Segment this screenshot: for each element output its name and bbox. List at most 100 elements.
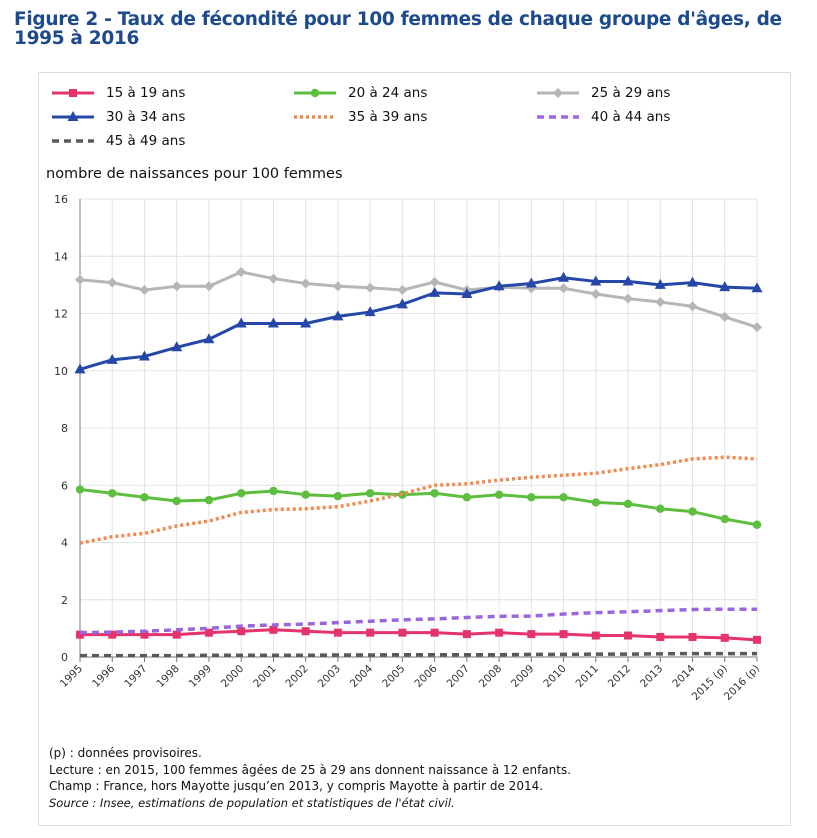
data-point: [172, 496, 181, 506]
note-scope: Champ : France, hors Mayotte jusqu’en 20…: [49, 779, 544, 793]
data-point: [429, 286, 441, 297]
data-point: [140, 493, 149, 502]
legend-item: 35 à 39 ans: [292, 108, 522, 126]
y-axis-label: nombre de naissances pour 100 femmes: [46, 166, 343, 182]
series-30-a-34-ans: [74, 271, 763, 374]
legend-swatch: [294, 88, 336, 98]
x-tick-label: 2011: [574, 663, 601, 690]
data-point: [590, 275, 602, 286]
data-point: [74, 363, 86, 374]
series-40-a-44-ans: [79, 607, 757, 635]
grid: [79, 198, 758, 658]
legend-label: 45 à 49 ans: [106, 133, 186, 149]
data-point: [527, 493, 536, 502]
legend-item: 20 à 24 ans: [292, 84, 522, 102]
x-tick-label: 2006: [412, 662, 440, 690]
data-point: [461, 288, 473, 299]
data-point: [397, 285, 408, 296]
y-tick-label: 4: [61, 537, 68, 550]
series-45-a-49-ans: [80, 651, 757, 658]
data-point: [591, 631, 600, 640]
data-point: [235, 317, 247, 328]
data-point: [687, 301, 698, 312]
data-point: [75, 274, 85, 285]
data-point: [75, 485, 85, 494]
x-tick-label: 1996: [90, 662, 118, 690]
x-tick-label: 2001: [251, 663, 278, 690]
legend-marker: [69, 89, 77, 97]
x-tick-label: 1997: [122, 663, 149, 690]
series-line: [80, 628, 758, 642]
x-tick-label: 2002: [283, 663, 310, 690]
legend-swatch: [294, 115, 336, 119]
data-point: [720, 633, 729, 642]
data-point: [300, 317, 312, 328]
legend-swatch: [52, 89, 94, 97]
data-point: [462, 630, 471, 639]
data-point: [624, 631, 633, 640]
series-line: [80, 651, 757, 658]
data-point: [365, 489, 375, 498]
legend-item: 45 à 49 ans: [50, 132, 280, 150]
x-tick-label: 1999: [187, 663, 214, 690]
data-point: [753, 635, 761, 644]
data-point: [204, 628, 213, 637]
data-point: [622, 275, 634, 286]
data-point: [365, 282, 376, 293]
data-point: [751, 282, 763, 293]
data-point: [591, 498, 601, 507]
data-point: [269, 625, 278, 634]
data-point: [398, 628, 407, 637]
data-point: [558, 283, 569, 294]
series-line: [79, 607, 757, 635]
data-point: [107, 277, 118, 288]
data-point: [687, 276, 699, 287]
y-tick-label: 14: [54, 250, 68, 263]
data-point: [656, 632, 665, 641]
legend-marker: [553, 88, 563, 98]
data-point: [333, 491, 343, 501]
data-point: [590, 289, 601, 300]
legend-label: 25 à 29 ans: [591, 85, 671, 101]
data-point: [719, 311, 730, 322]
note-reading: Lecture : en 2015, 100 femmes âgées de 2…: [49, 762, 572, 777]
chart-frame: [38, 72, 791, 826]
legend-swatch: [52, 111, 94, 121]
x-tick-label: 2005: [380, 663, 407, 690]
data-point: [430, 628, 439, 637]
data-point: [366, 628, 375, 637]
legend-item: 40 à 44 ans: [535, 108, 765, 126]
legend-marker: [67, 111, 79, 121]
data-point: [106, 353, 118, 364]
x-tick-label: 2013: [638, 663, 665, 690]
data-point: [558, 271, 570, 282]
data-point: [171, 341, 183, 352]
legend-label: 15 à 19 ans: [106, 85, 186, 101]
y-tick-label: 6: [61, 479, 68, 492]
chart-notes: (p) : données provisoires. Lecture : en …: [49, 745, 571, 811]
data-point: [139, 285, 150, 296]
data-point: [623, 293, 634, 304]
data-point: [752, 322, 762, 333]
data-point: [623, 499, 633, 509]
data-point: [364, 306, 376, 317]
data-point: [654, 278, 666, 289]
data-point: [267, 317, 279, 328]
data-point: [720, 514, 729, 524]
data-point: [525, 277, 537, 288]
data-point: [76, 630, 84, 639]
data-point: [655, 297, 666, 308]
data-point: [429, 277, 440, 288]
data-point: [236, 489, 246, 498]
data-point: [108, 489, 117, 498]
legend-label: 35 à 39 ans: [348, 109, 428, 125]
data-point: [656, 504, 665, 513]
x-tick-label: 2007: [445, 663, 472, 690]
legend-label: 20 à 24 ans: [348, 85, 428, 101]
series-20-a-24-ans: [75, 485, 762, 529]
series-line: [79, 276, 758, 371]
data-point: [138, 350, 150, 361]
data-point: [333, 628, 342, 637]
y-tick-label: 0: [61, 651, 68, 664]
